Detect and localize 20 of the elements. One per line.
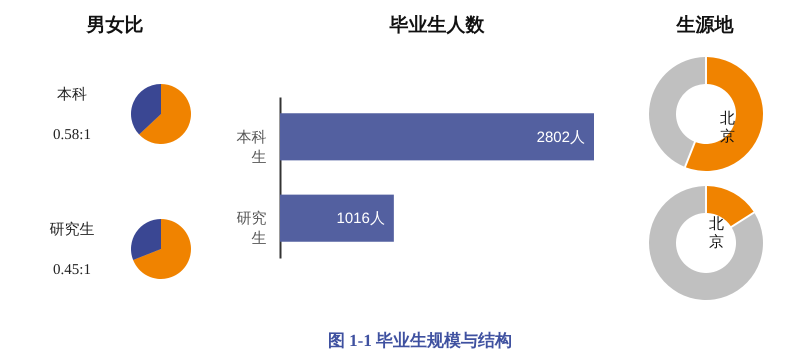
text: 本科	[57, 86, 87, 103]
chart-title: 男女比	[86, 14, 144, 36]
slice-label: 北京	[720, 110, 736, 146]
pie-slice	[139, 84, 191, 144]
y-tick-label: 本科生	[236, 128, 266, 166]
pie-slice	[131, 219, 161, 260]
donut-slice	[649, 57, 706, 167]
donut-slice	[649, 186, 763, 300]
text: 0.45:1	[53, 262, 91, 278]
data-label: 2802人	[536, 128, 585, 146]
pie-slice	[133, 219, 191, 279]
caption: 图 1-1 毕业生规模与结构	[328, 331, 512, 350]
text: 研究生	[50, 221, 94, 238]
donut-slice	[686, 57, 763, 171]
chart-title: 毕业生人数	[388, 14, 486, 36]
chart-title: 生源地	[676, 14, 734, 36]
slice-label: 北京	[709, 216, 724, 251]
text: 0.58:1	[53, 127, 91, 143]
pie-slice	[131, 84, 161, 135]
data-label: 1016人	[336, 210, 385, 228]
